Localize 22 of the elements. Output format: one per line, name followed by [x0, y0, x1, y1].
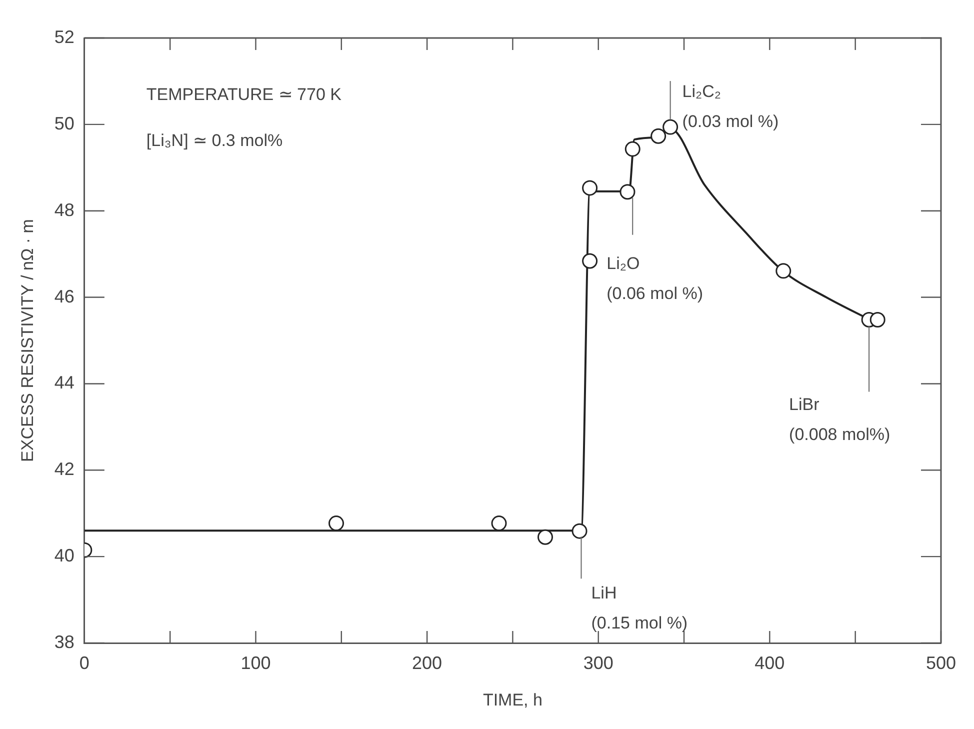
annotation: [Li₃N] ≃ 0.3 mol% — [146, 131, 283, 150]
y-tick-label: 50 — [54, 113, 74, 134]
y-tick-label: 48 — [54, 200, 74, 220]
x-axis-title: TIME, h — [482, 690, 542, 710]
x-tick-label: 400 — [754, 652, 785, 673]
y-tick-label: 42 — [54, 459, 74, 480]
annotation: Li₂C₂ (0.03 mol %) — [682, 82, 779, 132]
x-tick-label: 500 — [926, 652, 956, 673]
annotation: TEMPERATURE ≃ 770 K — [146, 85, 342, 104]
x-tick-label: 300 — [583, 652, 614, 673]
x-tick-label: 200 — [412, 652, 442, 673]
y-tick-label: 38 — [54, 632, 74, 652]
y-axis-title: EXCESS RESISTIVITY / nΩ · m — [18, 219, 37, 462]
y-tick-label: 40 — [54, 546, 74, 566]
y-tick-label: 44 — [54, 372, 74, 393]
y-tick-label: 46 — [54, 286, 74, 306]
x-tick-label: 100 — [240, 652, 271, 673]
annotation: Li₂O (0.06 mol %) — [606, 254, 703, 303]
x-tick-label: 0 — [79, 652, 90, 673]
annotation: LiH (0.15 mol %) — [591, 584, 688, 633]
annotation: LiBr (0.008 mol%) — [789, 394, 890, 444]
y-tick-label: 52 — [54, 26, 74, 47]
